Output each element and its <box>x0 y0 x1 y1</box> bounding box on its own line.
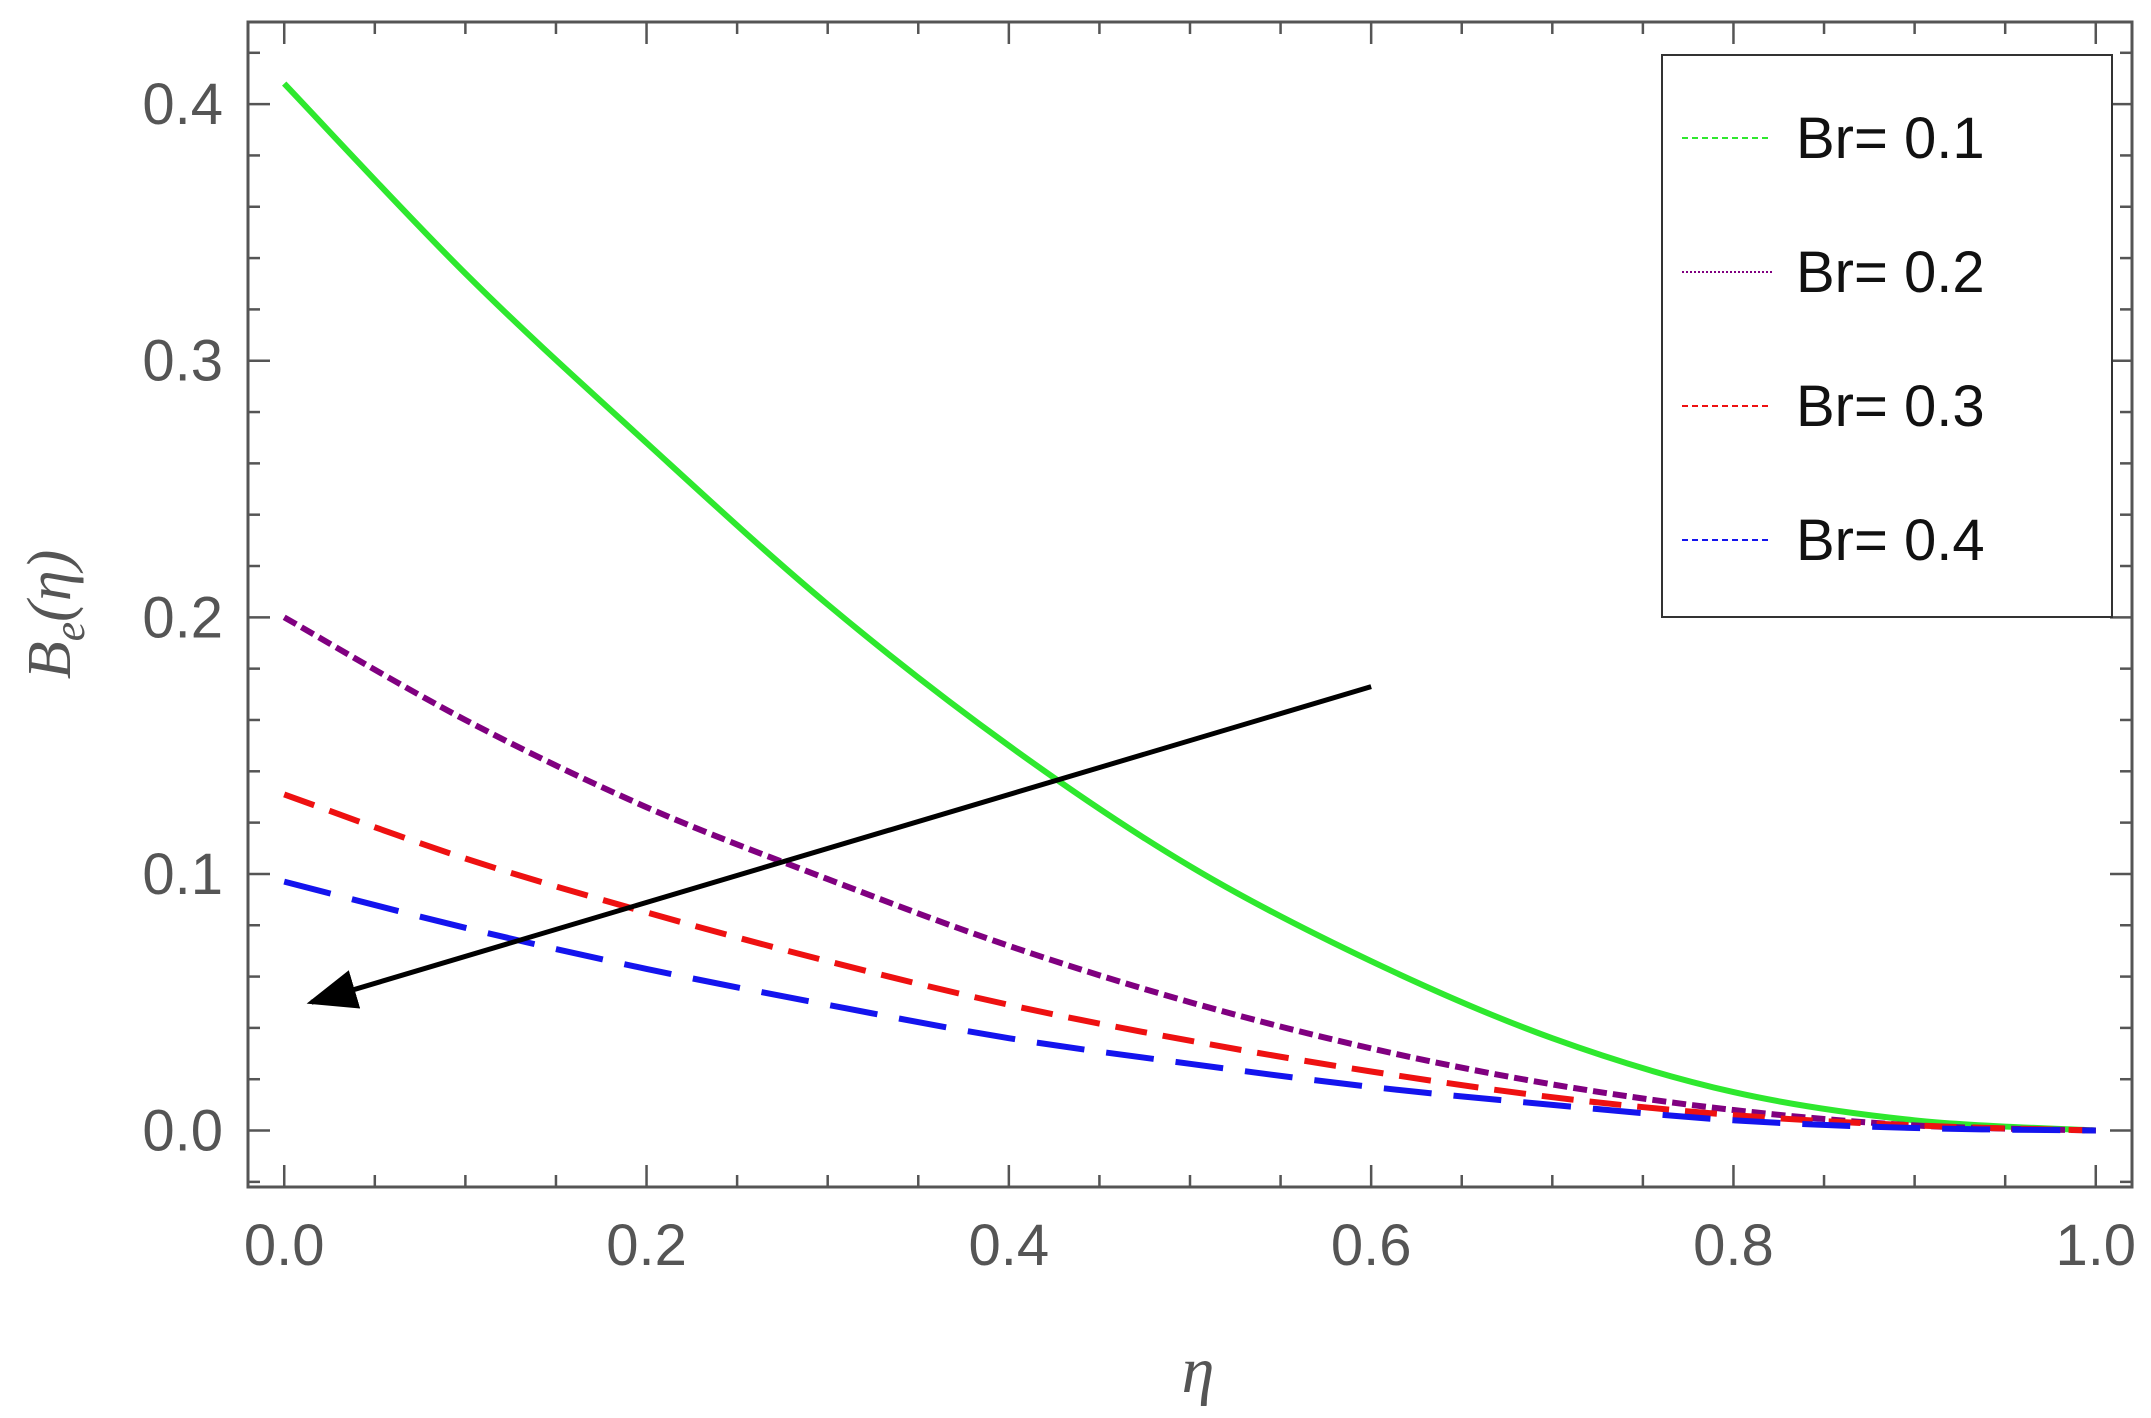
y-axis-title-subscript: e <box>45 622 94 642</box>
legend-label-3: Br= 0.3 <box>1796 374 1985 439</box>
y-tick-label: 0.2 <box>142 585 223 650</box>
series-line-2 <box>282 614 2096 1134</box>
x-tick-label: 0.8 <box>1693 1213 1774 1278</box>
annotation-layer <box>306 684 1372 1009</box>
y-tick-label: 0.4 <box>142 72 223 137</box>
y-tick-label: 0.3 <box>142 329 223 394</box>
tick-labels: 0.0 0.2 0.4 0.6 0.8 1.0 0.0 0.1 0.2 0.3 0.4 <box>142 72 2136 1278</box>
x-axis-title: η <box>1182 1334 1215 1407</box>
x-tick-label: 0.0 <box>244 1213 325 1278</box>
x-tick-label: 0.2 <box>606 1213 687 1278</box>
legend-label-4: Br= 0.4 <box>1796 508 1985 573</box>
series-line-1 <box>282 81 2096 1134</box>
legend-box <box>1661 54 2113 618</box>
y-axis-title-argument: (η) <box>16 550 84 622</box>
series-layer <box>282 81 2096 1134</box>
y-axis-title: Be(η) <box>16 550 94 679</box>
y-axis-title-base: B <box>16 641 84 679</box>
legend-label-2: Br= 0.2 <box>1796 240 1985 305</box>
series-line-4 <box>283 878 2096 1134</box>
trend-arrow <box>306 684 1372 1009</box>
x-tick-label: 0.6 <box>1331 1213 1412 1278</box>
legend-label-1: Br= 0.1 <box>1796 106 1985 171</box>
legend: Br= 0.1 Br= 0.2 Br= 0.3 Br= 0.4 <box>1661 54 2113 618</box>
y-tick-label: 0.1 <box>142 842 223 907</box>
x-tick-label: 0.4 <box>969 1213 1050 1278</box>
x-tick-label: 1.0 <box>2055 1213 2136 1278</box>
y-tick-label: 0.0 <box>142 1099 223 1164</box>
axis-ticks <box>248 22 2132 1187</box>
series-line-3 <box>283 791 2096 1134</box>
